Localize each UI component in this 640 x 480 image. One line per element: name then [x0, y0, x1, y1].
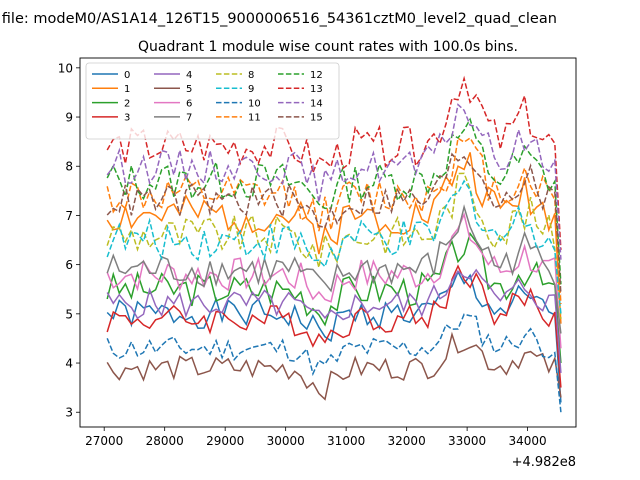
- legend-box: [85, 62, 340, 140]
- legend-label-15: 15: [310, 113, 323, 124]
- series-line-6: [106, 212, 562, 349]
- x-offset-label: +4.982e8: [512, 455, 576, 470]
- series-line-0: [106, 270, 562, 403]
- legend-label-12: 12: [310, 70, 323, 81]
- legend-label-8: 8: [248, 70, 254, 81]
- series-line-14: [106, 103, 562, 260]
- y-tick-label: 10: [58, 61, 73, 75]
- y-tick-label: 3: [65, 406, 73, 420]
- series-line-3: [106, 264, 562, 388]
- plot-frame: [79, 57, 577, 428]
- series-line-9: [106, 179, 562, 314]
- x-tick-label: 29000: [206, 434, 244, 448]
- legend-label-5: 5: [186, 84, 192, 95]
- legend-label-3: 3: [124, 113, 130, 124]
- series-line-8: [106, 172, 562, 319]
- legend-label-13: 13: [310, 84, 323, 95]
- series-line-15: [106, 152, 562, 295]
- legend-label-0: 0: [124, 70, 130, 81]
- series-lines: [106, 75, 562, 413]
- x-axis: 27000 28000 29000 30000 31000 32000 33000 34000: [85, 427, 547, 448]
- series-line-11: [106, 136, 562, 305]
- x-tick-label: 28000: [146, 434, 184, 448]
- x-tick-label: 33000: [448, 434, 486, 448]
- series-line-4: [106, 268, 562, 373]
- legend-label-2: 2: [124, 98, 130, 109]
- legend-label-4: 4: [186, 70, 192, 81]
- legend-label-1: 1: [124, 84, 130, 95]
- y-tick-label: 7: [65, 209, 73, 223]
- series-line-5: [106, 331, 562, 401]
- y-tick-label: 9: [65, 111, 73, 125]
- x-tick-label: 34000: [509, 434, 547, 448]
- legend-label-6: 6: [186, 98, 192, 109]
- series-line-13: [106, 75, 562, 250]
- series-line-7: [106, 204, 562, 334]
- x-tick-label: 27000: [85, 434, 123, 448]
- legend-label-14: 14: [310, 98, 323, 109]
- x-tick-label: 31000: [327, 434, 365, 448]
- legend-label-11: 11: [248, 113, 261, 124]
- legend-label-10: 10: [248, 98, 261, 109]
- y-tick-label: 8: [65, 160, 73, 174]
- series-line-12: [106, 117, 562, 285]
- x-tick-label: 32000: [388, 434, 426, 448]
- y-axis: 3 4 5 6 7 8 9 10: [58, 61, 80, 420]
- chart-title: Quadrant 1 module wise count rates with …: [138, 39, 518, 55]
- y-tick-label: 6: [65, 258, 73, 272]
- chart-suptitle: n file: modeM0/AS1A14_126T15_9000006516_…: [0, 11, 557, 27]
- legend-label-9: 9: [248, 84, 254, 95]
- legend-label-7: 7: [186, 113, 192, 124]
- y-tick-label: 5: [65, 307, 73, 321]
- y-tick-label: 4: [65, 357, 73, 371]
- x-tick-label: 30000: [267, 434, 305, 448]
